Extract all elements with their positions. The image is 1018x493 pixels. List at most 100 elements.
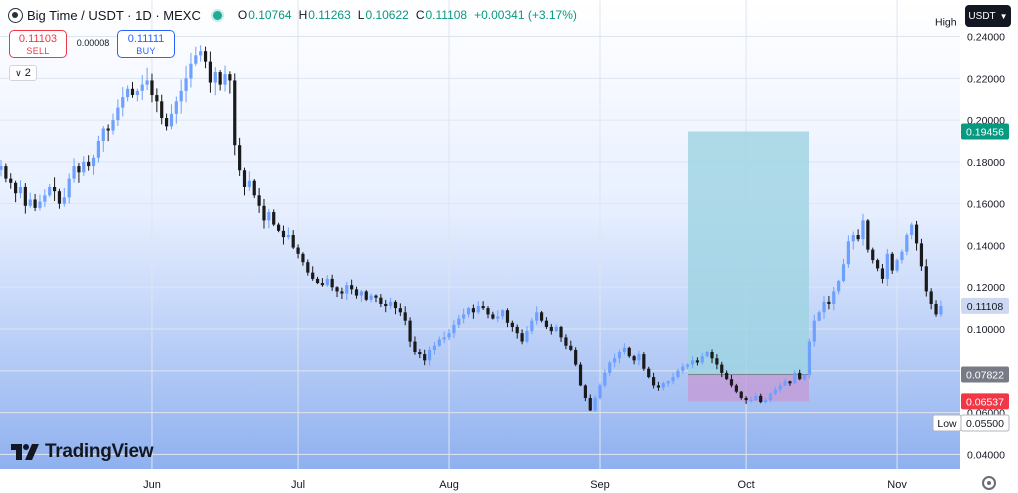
price-tick-label: 0.04000 [967,449,1005,461]
low-value-label-bg [960,414,1010,432]
market-status-icon[interactable] [212,10,222,20]
low-value-label: 0.05500 [966,418,1004,430]
candle-body [272,212,276,225]
entry-price-label-bg [961,366,1009,383]
candle-body [895,260,899,271]
candle-body [637,354,641,361]
candle-body [121,97,125,108]
candle-body [325,278,329,286]
time-tick-label: Oct [738,479,755,491]
time-tick-label: Sep [590,479,610,491]
candle-body [846,241,850,265]
candle-body [632,356,636,361]
candle-body [744,397,748,401]
candle-body [0,166,3,170]
candle-body [827,301,831,304]
candle-body [238,145,242,171]
tradingview-logo[interactable]: TradingView [11,441,154,463]
candle-body [647,368,651,378]
candle-body [681,366,685,371]
candle-body [812,320,816,342]
profit-zone[interactable] [688,131,809,375]
candle-body [505,310,510,323]
candle-body [14,182,18,194]
sell-price: 0.11103 [18,33,58,45]
candle-body [768,393,773,401]
candle-body [876,260,880,269]
candle-body [18,186,23,194]
chevron-down-icon: ∨ [15,67,22,78]
candle-body [442,337,446,340]
last-price-label: 0.11108 [967,301,1004,313]
gear-icon[interactable] [982,476,996,490]
candle-body [749,400,753,402]
candle-body [710,352,714,359]
candle-body [145,80,149,85]
candle-body [837,280,841,292]
time-axis[interactable]: JunJulAugSepOctNovDec [143,479,1018,491]
candle-body [759,395,763,403]
sell-button[interactable]: 0.11103 SELL [9,30,67,58]
candle-body [384,303,388,307]
candle-body [418,352,422,355]
candle-body [150,80,154,96]
time-axis-background [0,469,1018,493]
candle-body [603,372,607,386]
candle-body [934,303,938,315]
candle-body [725,372,729,380]
candle-body [457,318,461,325]
candle-body [233,80,237,146]
buy-button[interactable]: 0.11111 BUY [117,30,175,58]
position-zones[interactable] [688,131,809,402]
candle-body [462,314,466,319]
candle-body [301,253,305,263]
candle-body [861,220,865,240]
candle-body [247,180,251,187]
candle-body [345,285,349,294]
candle-body [350,285,354,290]
candle-body [822,301,826,313]
candle-body [330,278,334,288]
candle-body [613,358,617,363]
currency-button[interactable]: USDT ▼ [965,5,1011,27]
buy-price: 0.11111 [127,33,165,45]
candle-body [281,230,286,238]
brand-name: TradingView [45,441,154,462]
candle-body [140,84,144,91]
candle-body [501,310,505,317]
candle-body [48,186,52,196]
candle-body [203,51,208,62]
candle-body [447,333,451,338]
candle-body [481,306,485,309]
ohlc-low: L0.10622 [357,8,409,22]
candle-body [583,385,587,398]
candle-body [77,166,81,173]
candle-body [169,113,174,127]
symbol-title[interactable]: Big Time / USDT · 1D · MEXC [27,7,201,23]
candle-body [515,326,519,334]
candle-body [856,235,860,240]
candle-body [851,235,855,242]
candle-body [43,195,47,202]
candle-body [364,291,368,300]
candle-body [223,74,227,85]
candle-body [242,170,247,187]
candle-body [466,308,471,315]
candle-body [91,157,96,167]
loss-zone[interactable] [688,374,809,402]
candle-body [72,166,76,179]
candle-body [87,161,91,167]
candle-body [96,141,100,158]
candle-body [476,306,480,313]
candle-body [228,74,232,81]
indicators-toggle[interactable]: ∨ 2 [9,65,37,81]
candle-body [773,389,777,394]
candle-body [423,354,427,361]
candle-body [734,385,738,392]
candle-body [754,395,758,401]
candle-body [179,90,183,102]
stop-price-label-bg [961,393,1009,410]
candle-body [393,301,398,309]
candle-body [189,63,193,79]
